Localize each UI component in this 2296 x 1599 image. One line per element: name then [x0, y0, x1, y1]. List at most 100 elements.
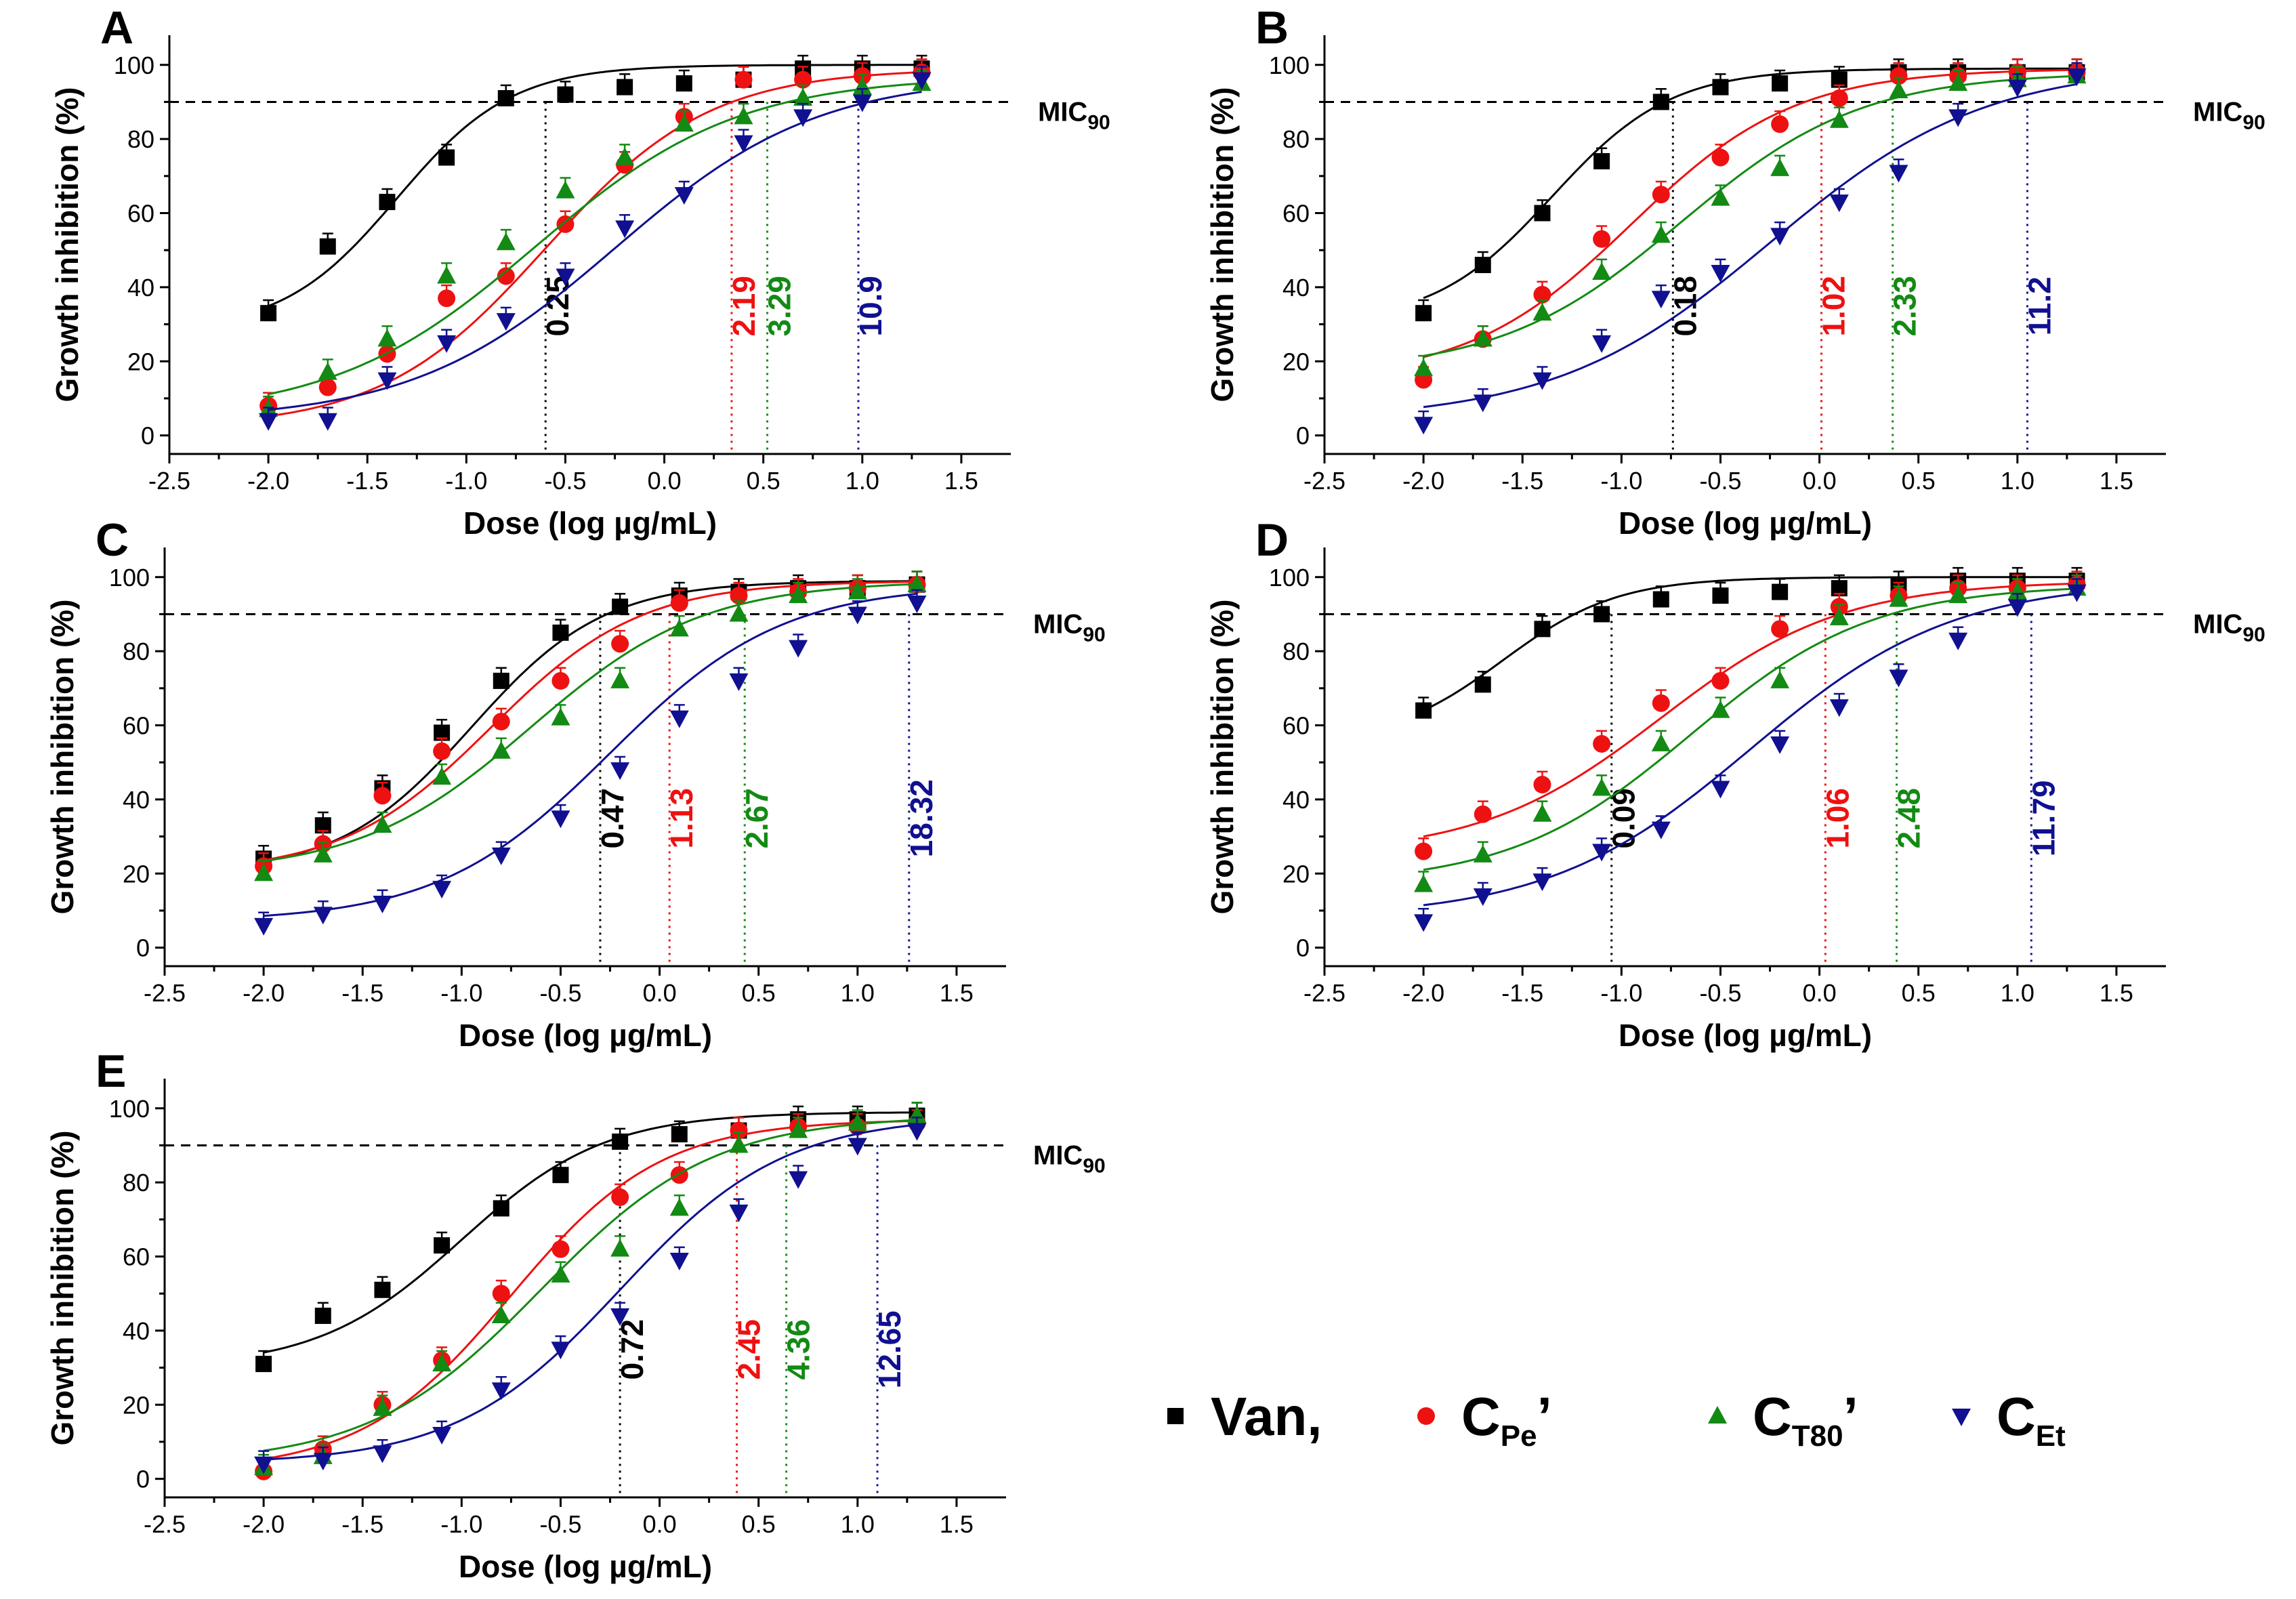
data-point [1652, 186, 1670, 204]
data-point [491, 1306, 511, 1324]
legend-entry: CT80’ [1753, 1386, 1858, 1453]
x-axis-title: Dose (log µg/mL) [459, 1018, 712, 1053]
data-point [1592, 335, 1612, 353]
data-point [1533, 285, 1551, 304]
data-point [669, 619, 689, 637]
data-point [669, 1198, 689, 1216]
mic90-label-subscript: 90 [2242, 111, 2265, 133]
data-point [612, 598, 629, 615]
data-point [615, 220, 635, 238]
x-axis-title: Dose (log µg/mL) [1619, 1018, 1872, 1053]
data-point [1592, 262, 1612, 281]
data-point [491, 1382, 511, 1400]
series-CPe: 1.13 [255, 570, 926, 966]
mic90-label-subscript: 90 [2242, 623, 2265, 646]
data-point [610, 1239, 630, 1257]
data-point [551, 1240, 570, 1258]
data-point [1711, 188, 1730, 206]
data-point [1532, 804, 1552, 822]
data-point [1651, 821, 1671, 839]
series-CT80: 2.48 [1414, 574, 2087, 966]
data-point [734, 70, 753, 89]
data-point [1711, 148, 1730, 167]
data-point [552, 1167, 569, 1184]
data-point [1592, 844, 1612, 862]
fit-curve [1423, 68, 2077, 358]
data-point [617, 79, 633, 96]
fit-curve [264, 1123, 917, 1461]
mic-value-label: 4.36 [781, 1319, 816, 1380]
data-point [1534, 205, 1551, 222]
panel-label: E [96, 1045, 126, 1097]
data-point [1829, 110, 1849, 128]
y-tick-label: 40 [1282, 786, 1310, 814]
legend-entry-subscript: Pe [1501, 1419, 1537, 1453]
mic90-label: MIC90 [1033, 609, 1106, 646]
data-point [1414, 358, 1434, 377]
legend-entry-suffix: ’ [1843, 1386, 1858, 1447]
data-point [1889, 81, 1908, 99]
data-point [254, 1456, 274, 1474]
x-tick-label: 0.0 [1803, 979, 1837, 1007]
data-point [438, 149, 455, 166]
data-point [1770, 736, 1790, 754]
data-point [1712, 587, 1729, 604]
x-tick-label: -2.5 [1303, 979, 1345, 1007]
data-point [260, 305, 277, 322]
data-point [729, 604, 749, 622]
fit-curve [263, 1111, 917, 1354]
data-point [730, 1121, 748, 1140]
data-point [1473, 888, 1493, 907]
data-point [789, 640, 808, 658]
data-point [675, 75, 692, 92]
data-point [438, 289, 456, 308]
x-tick-label: -1.0 [445, 467, 487, 495]
data-point [318, 413, 337, 431]
mic-value-label: 3.29 [762, 276, 797, 337]
mic-value-label: 0.09 [1606, 788, 1642, 849]
mic-value-label: 11.2 [2022, 276, 2057, 335]
x-tick-label: -2.5 [144, 1510, 186, 1538]
mic90-label-subscript: 90 [1083, 1155, 1105, 1177]
x-tick-label: 0.5 [1902, 467, 1936, 495]
x-tick-label: -1.0 [440, 979, 482, 1007]
x-axis-title: Dose (log µg/mL) [1619, 505, 1872, 541]
data-point [492, 1285, 510, 1303]
legend-entry-suffix: ’ [1537, 1386, 1552, 1447]
y-tick-label: 0 [141, 422, 154, 450]
mic-value-label: 12.65 [872, 1310, 907, 1388]
fit-curve [263, 583, 917, 863]
data-point [1889, 669, 1908, 688]
y-tick-label: 20 [1282, 860, 1310, 888]
data-point [254, 863, 274, 881]
data-point [729, 673, 749, 691]
y-tick-label: 100 [1269, 51, 1310, 79]
chart-panel-C: -2.5 -2.0 -1.5 -1.0 -0.5 0.0 0.5 1.0 1.5 0 20 40 60 8… [45, 514, 1106, 1053]
data-point [1770, 228, 1790, 246]
data-point [610, 762, 630, 781]
x-tick-label: 1.5 [940, 979, 974, 1007]
x-tick-label: -2.0 [1402, 979, 1444, 1007]
data-point [1652, 94, 1669, 110]
data-point [852, 77, 872, 95]
data-point [1415, 305, 1432, 322]
data-point [373, 815, 392, 833]
x-tick-label: 1.5 [2100, 979, 2133, 1007]
series-Van: 0.18 [1415, 58, 2085, 454]
x-tick-label: 1.0 [846, 467, 879, 495]
x-tick-label: 1.0 [841, 979, 875, 1007]
y-tick-label: 100 [1269, 564, 1310, 591]
data-point [1948, 632, 1968, 650]
data-point [848, 1113, 867, 1131]
data-point [1473, 329, 1493, 347]
fit-curve [1423, 582, 2077, 838]
x-tick-label: 1.0 [2001, 467, 2034, 495]
data-point [313, 907, 333, 925]
fit-curve [1423, 83, 2077, 409]
x-tick-label: 1.5 [2100, 467, 2133, 495]
panel-label: C [96, 514, 129, 566]
x-tick-label: -1.0 [1600, 467, 1642, 495]
fit-curve [1423, 75, 2077, 357]
x-tick-label: -0.5 [539, 979, 581, 1007]
x-tick-label: -1.5 [341, 979, 383, 1007]
